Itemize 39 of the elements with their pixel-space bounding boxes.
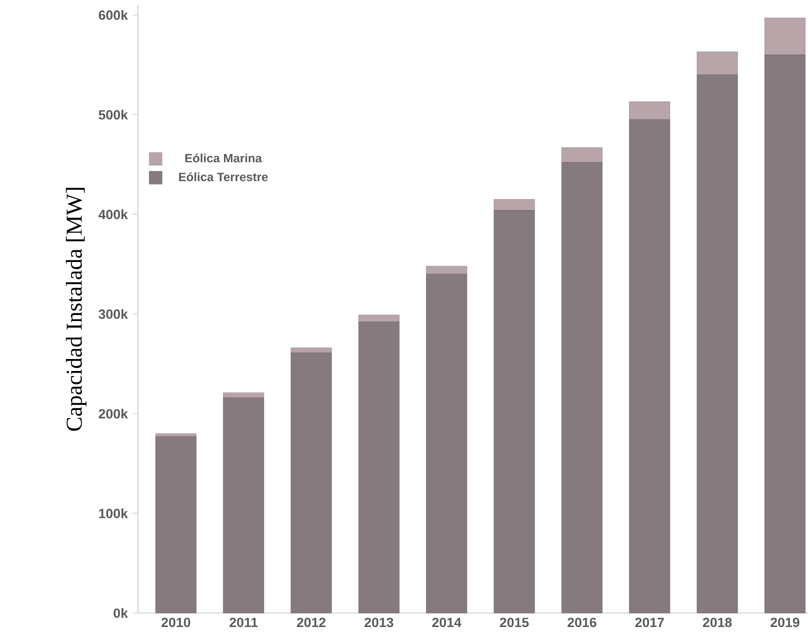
x-tick-label: 2015	[500, 618, 529, 628]
bar	[696, 74, 738, 614]
bar	[494, 199, 535, 211]
x-tick-label: 2016	[568, 618, 596, 628]
bar	[764, 18, 806, 56]
bar	[494, 210, 535, 614]
x-tick-label: 2011	[230, 618, 258, 628]
bar	[290, 348, 332, 354]
x-tick-label: 2018	[702, 618, 732, 628]
x-tick-label: 2017	[635, 618, 664, 628]
bar	[290, 352, 332, 614]
legend-label: Eólica Marina	[185, 153, 262, 162]
y-axis-title: Capacidad Instalada [MW]	[66, 188, 86, 431]
bar	[561, 147, 602, 163]
x-tick-label: 2014	[432, 618, 462, 628]
y-tick-label: 500k	[98, 110, 128, 120]
bar	[426, 274, 468, 614]
bar	[358, 314, 400, 322]
bar	[764, 54, 806, 614]
x-tick-label: 2013	[364, 618, 394, 628]
y-tick-label: 200k	[98, 408, 128, 419]
bar	[629, 101, 670, 120]
x-tick-label: 2010	[162, 618, 190, 628]
bar	[223, 392, 264, 398]
y-tick-label: 100k	[99, 508, 128, 518]
bar	[426, 266, 468, 274]
y-tick-label: 0k	[114, 608, 128, 618]
y-tick-label: 300k	[98, 309, 128, 319]
bar	[358, 322, 400, 614]
bar	[155, 436, 196, 614]
bar	[629, 119, 670, 614]
bar	[696, 52, 738, 75]
y-tick-label: 600k	[98, 10, 128, 20]
x-tick-label: 2019	[770, 618, 800, 628]
y-tick-label: 400k	[98, 209, 128, 220]
bar	[561, 162, 602, 614]
x-tick-label: 2012	[296, 618, 326, 628]
bar	[223, 398, 264, 614]
legend-label: Eólica Terrestre	[179, 172, 268, 182]
